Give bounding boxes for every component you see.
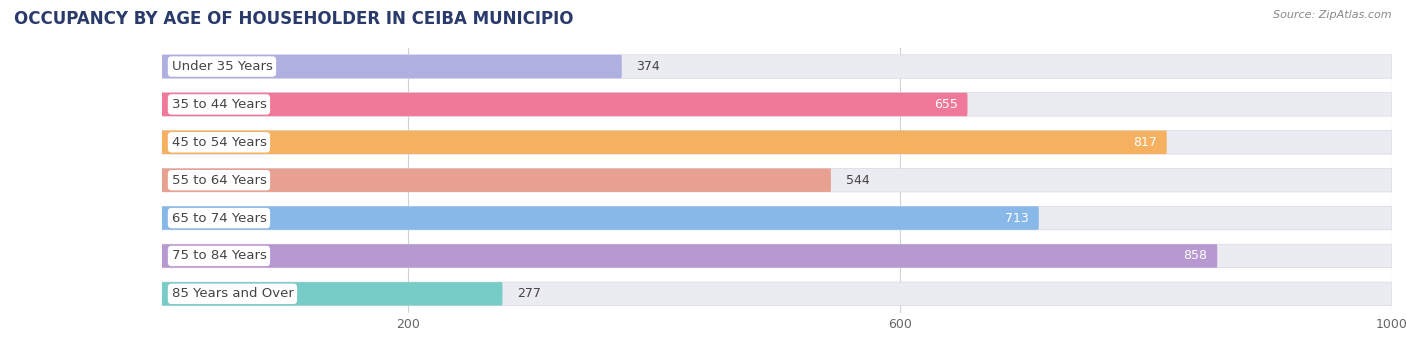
FancyBboxPatch shape [162,282,502,306]
FancyBboxPatch shape [162,55,621,78]
FancyBboxPatch shape [162,206,1392,230]
FancyBboxPatch shape [162,93,967,116]
Text: 277: 277 [517,287,541,300]
Text: 655: 655 [934,98,957,111]
FancyBboxPatch shape [162,282,1392,306]
FancyBboxPatch shape [162,168,831,192]
Text: 45 to 54 Years: 45 to 54 Years [172,136,266,149]
Text: 713: 713 [1005,211,1029,225]
FancyBboxPatch shape [162,55,1392,78]
Text: Source: ZipAtlas.com: Source: ZipAtlas.com [1274,10,1392,20]
FancyBboxPatch shape [162,244,1218,268]
Text: 374: 374 [637,60,661,73]
Text: 35 to 44 Years: 35 to 44 Years [172,98,266,111]
FancyBboxPatch shape [162,93,1392,116]
Text: 55 to 64 Years: 55 to 64 Years [172,174,266,187]
FancyBboxPatch shape [162,244,1392,268]
Text: 858: 858 [1184,250,1208,262]
Text: 85 Years and Over: 85 Years and Over [172,287,294,300]
Text: 75 to 84 Years: 75 to 84 Years [172,250,266,262]
Text: 817: 817 [1133,136,1157,149]
Text: 544: 544 [846,174,869,187]
Text: 65 to 74 Years: 65 to 74 Years [172,211,266,225]
FancyBboxPatch shape [162,131,1167,154]
FancyBboxPatch shape [162,206,1039,230]
Text: OCCUPANCY BY AGE OF HOUSEHOLDER IN CEIBA MUNICIPIO: OCCUPANCY BY AGE OF HOUSEHOLDER IN CEIBA… [14,10,574,28]
FancyBboxPatch shape [162,131,1392,154]
FancyBboxPatch shape [162,168,1392,192]
Text: Under 35 Years: Under 35 Years [172,60,273,73]
